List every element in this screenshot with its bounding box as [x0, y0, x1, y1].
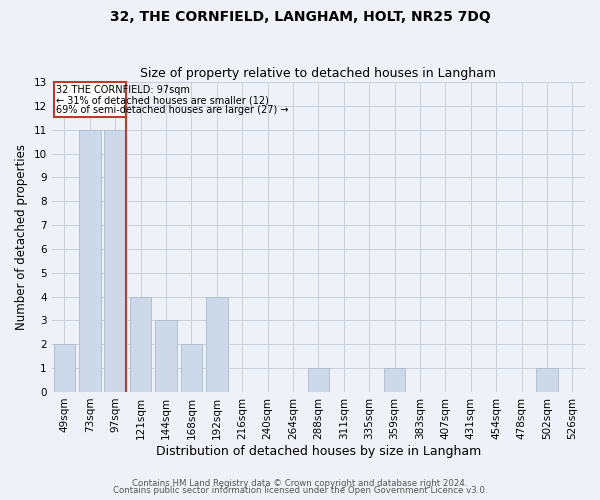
Bar: [181, 344, 202, 392]
Bar: [79, 130, 101, 392]
Text: ← 31% of detached houses are smaller (12): ← 31% of detached houses are smaller (12…: [56, 95, 268, 105]
Text: 32 THE CORNFIELD: 97sqm: 32 THE CORNFIELD: 97sqm: [56, 85, 190, 95]
Bar: [130, 296, 151, 392]
Title: Size of property relative to detached houses in Langham: Size of property relative to detached ho…: [140, 66, 496, 80]
Text: 69% of semi-detached houses are larger (27) →: 69% of semi-detached houses are larger (…: [56, 105, 288, 115]
Y-axis label: Number of detached properties: Number of detached properties: [15, 144, 28, 330]
Bar: [155, 320, 177, 392]
Text: 32, THE CORNFIELD, LANGHAM, HOLT, NR25 7DQ: 32, THE CORNFIELD, LANGHAM, HOLT, NR25 7…: [110, 10, 490, 24]
Text: Contains public sector information licensed under the Open Government Licence v3: Contains public sector information licen…: [113, 486, 487, 495]
Bar: [384, 368, 406, 392]
Bar: [104, 130, 126, 392]
X-axis label: Distribution of detached houses by size in Langham: Distribution of detached houses by size …: [156, 444, 481, 458]
Bar: [206, 296, 227, 392]
FancyBboxPatch shape: [53, 82, 126, 116]
Bar: [53, 344, 75, 392]
Bar: [308, 368, 329, 392]
Text: Contains HM Land Registry data © Crown copyright and database right 2024.: Contains HM Land Registry data © Crown c…: [132, 478, 468, 488]
Bar: [536, 368, 557, 392]
